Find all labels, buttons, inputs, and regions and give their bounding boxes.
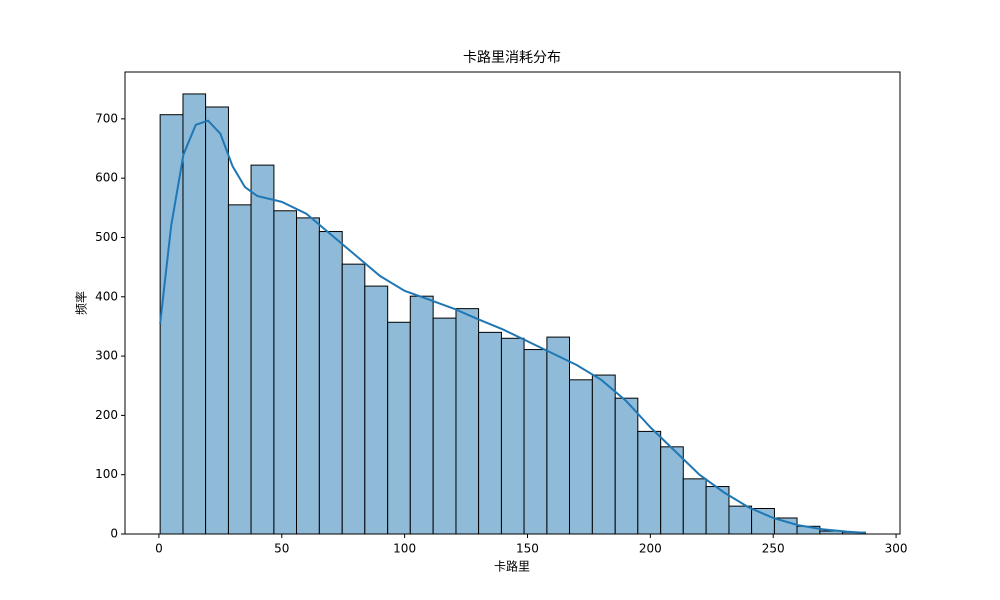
x-tick-label: 250: [762, 542, 785, 556]
bar: [227, 204, 252, 535]
bar: [387, 321, 411, 535]
y-tick-label: 700: [95, 111, 118, 125]
bar: [682, 478, 707, 535]
bar: [637, 430, 662, 535]
bar: [660, 446, 684, 535]
bar: [432, 317, 457, 535]
bar: [523, 349, 548, 535]
bar: [205, 106, 229, 535]
bar: [409, 295, 434, 535]
bar: [728, 505, 753, 535]
chart-title: 卡路里消耗分布: [463, 50, 561, 66]
bar: [591, 374, 616, 535]
bar: [273, 210, 298, 535]
x-tick-label: 0: [155, 542, 163, 556]
bar: [318, 231, 343, 535]
y-tick-label: 0: [110, 527, 118, 541]
x-tick-label: 300: [885, 542, 908, 556]
bar: [614, 397, 639, 535]
bar: [364, 285, 389, 535]
x-tick-label: 200: [639, 542, 662, 556]
bar: [455, 308, 480, 535]
kde-line: [159, 119, 866, 534]
bar: [182, 93, 207, 535]
plot-frame: [124, 71, 901, 535]
y-tick-label: 400: [95, 289, 118, 303]
y-tick-label: 100: [95, 467, 118, 481]
bar: [569, 379, 593, 535]
x-axis-label: 卡路里: [494, 559, 530, 574]
bar: [751, 507, 775, 535]
bar: [250, 164, 275, 535]
y-tick-label: 300: [95, 349, 118, 363]
x-tick-label: 100: [393, 542, 416, 556]
bar: [341, 263, 366, 535]
y-axis-label: 频率: [74, 291, 89, 315]
bar: [546, 336, 571, 535]
y-tick-label: 600: [95, 171, 118, 185]
y-tick-label: 500: [95, 230, 118, 244]
x-tick-label: 150: [516, 542, 539, 556]
bar: [478, 331, 502, 535]
bar: [296, 217, 320, 535]
y-tick-label: 200: [95, 408, 118, 422]
bar: [773, 517, 798, 535]
bar: [500, 337, 525, 535]
x-tick-label: 50: [274, 542, 289, 556]
